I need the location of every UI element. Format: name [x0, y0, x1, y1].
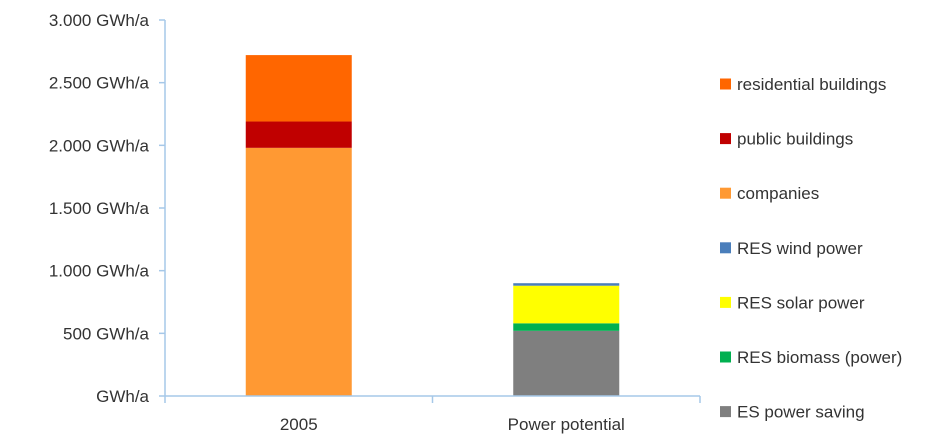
legend-item-res-solar-power: RES solar power — [720, 293, 865, 312]
legend-item-res-wind-power: RES wind power — [720, 239, 863, 258]
legend-item-res-biomass-power: RES biomass (power) — [720, 348, 902, 367]
bar-segment-res-wind-power — [513, 283, 620, 286]
y-tick-label: 1.000 GWh/a — [49, 262, 150, 281]
plot-area — [245, 55, 620, 396]
legend-label: companies — [737, 184, 819, 203]
legend-label: RES solar power — [737, 293, 865, 312]
legend-label: public buildings — [737, 130, 853, 149]
x-axis: 2005 Power potential — [164, 395, 701, 434]
legend-swatch — [720, 296, 731, 308]
bar-segment-companies — [245, 147, 352, 396]
bar-segment-public-buildings — [245, 121, 352, 148]
x-category-label: Power potential — [508, 415, 625, 434]
bar-segment-res-solar-power — [513, 285, 620, 324]
x-category-label: 2005 — [280, 415, 318, 434]
legend-item-companies: companies — [720, 184, 819, 203]
legend-item-residential-buildings: residential buildings — [720, 75, 886, 94]
y-tick-label: 1.500 GWh/a — [49, 199, 150, 218]
y-tick-label: 500 GWh/a — [63, 324, 150, 343]
legend-swatch — [720, 242, 731, 254]
y-tick-label: 3.000 GWh/a — [49, 11, 150, 30]
y-tick-label: GWh/a — [96, 387, 149, 406]
legend-label: RES wind power — [737, 239, 863, 258]
legend-swatch — [720, 406, 731, 418]
y-tick-label: 2.500 GWh/a — [49, 74, 150, 93]
y-axis: GWh/a 500 GWh/a 1.000 GWh/a 1.500 GWh/a 2.00… — [49, 11, 166, 406]
legend-swatch — [720, 187, 731, 199]
legend-swatch — [720, 133, 731, 145]
legend-item-public-buildings: public buildings — [720, 130, 853, 149]
legend-label: ES power saving — [737, 403, 865, 422]
y-tick-label: 2.000 GWh/a — [49, 136, 150, 155]
legend: residential buildings public buildings com… — [720, 75, 902, 422]
bar-segment-res-biomass-power — [513, 323, 620, 331]
bar-segment-residential-buildings — [245, 55, 352, 122]
legend-label: residential buildings — [737, 75, 886, 94]
bar-segment-es-power-saving — [513, 330, 620, 396]
legend-label: RES biomass (power) — [737, 348, 902, 367]
legend-swatch — [720, 78, 731, 90]
legend-swatch — [720, 351, 731, 363]
legend-item-es-power-saving: ES power saving — [720, 403, 865, 422]
